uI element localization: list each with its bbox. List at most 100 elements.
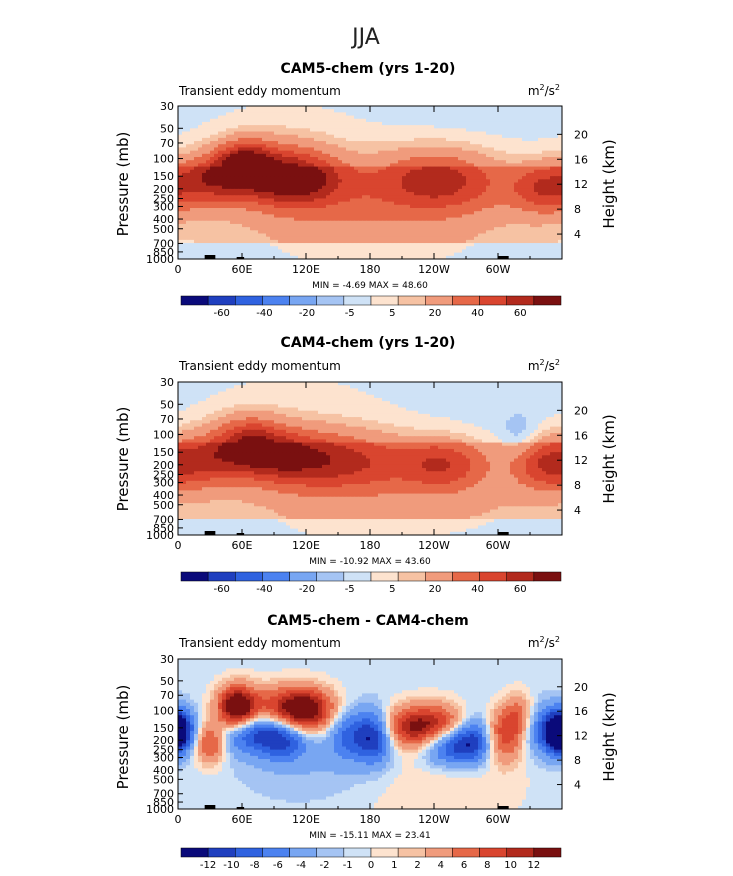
contour-cell: [262, 240, 266, 244]
contour-cell: [302, 214, 306, 218]
contour-cell: [374, 246, 378, 250]
contour-cell: [298, 116, 302, 120]
contour-cell: [486, 237, 490, 241]
contour-cell: [474, 138, 478, 142]
contour-cell: [182, 189, 186, 193]
contour-cell: [270, 240, 274, 244]
contour-cell: [506, 202, 510, 206]
contour-cell: [458, 132, 462, 136]
contour-cell: [406, 253, 410, 257]
contour-cell: [426, 195, 430, 199]
contour-cell: [298, 211, 302, 215]
contour-cell: [202, 227, 206, 231]
contour-cell: [442, 249, 446, 253]
contour-cell: [298, 183, 302, 187]
contour-cell: [430, 163, 434, 167]
contour-cell: [402, 189, 406, 193]
contour-cell: [382, 211, 386, 215]
contour-cell: [438, 243, 442, 247]
contour-cell: [366, 119, 370, 123]
contour-cell: [438, 246, 442, 250]
contour-cell: [294, 151, 298, 155]
contour-cell: [390, 179, 394, 183]
contour-cell: [342, 218, 346, 222]
contour-cell: [522, 132, 526, 136]
contour-cell: [530, 211, 534, 215]
contour-cell: [354, 138, 358, 142]
contour-cell: [226, 218, 230, 222]
contour-cell: [222, 195, 226, 199]
contour-cell: [330, 144, 334, 148]
contour-cell: [518, 382, 522, 386]
contour-cell: [182, 253, 186, 257]
contour-cell: [550, 144, 554, 148]
contour-cell: [526, 138, 530, 142]
contour-cell: [238, 192, 242, 196]
contour-cell: [202, 237, 206, 241]
contour-cell: [386, 112, 390, 116]
contour-cell: [378, 170, 382, 174]
contour-cell: [230, 141, 234, 145]
contour-cell: [322, 112, 326, 116]
contour-cell: [214, 119, 218, 123]
contour-cell: [430, 176, 434, 180]
contour-cell: [230, 151, 234, 155]
contour-cell: [430, 202, 434, 206]
contour-cell: [418, 122, 422, 126]
contour-cell: [490, 116, 494, 120]
contour-cell: [502, 176, 506, 180]
contour-cell: [302, 132, 306, 136]
contour-cell: [394, 202, 398, 206]
contour-cell: [458, 234, 462, 238]
contour-cell: [266, 186, 270, 190]
contour-cell: [246, 116, 250, 120]
contour-cell: [258, 189, 262, 193]
contour-cell: [338, 167, 342, 171]
contour-cell: [366, 138, 370, 142]
contour-cell: [262, 192, 266, 196]
contour-cell: [518, 246, 522, 250]
contour-cell: [510, 173, 514, 177]
contour-cell: [306, 170, 310, 174]
contour-cell: [474, 176, 478, 180]
contour-cell: [294, 173, 298, 177]
contour-cell: [494, 249, 498, 253]
contour-cell: [534, 205, 538, 209]
contour-cell: [554, 109, 558, 113]
contour-cell: [386, 170, 390, 174]
contour-cell: [254, 176, 258, 180]
contour-cell: [502, 109, 506, 113]
contour-cell: [394, 173, 398, 177]
contour-cell: [526, 214, 530, 218]
contour-cell: [502, 237, 506, 241]
contour-cell: [274, 230, 278, 234]
contour-cell: [350, 186, 354, 190]
contour-cell: [314, 109, 318, 113]
contour-cell: [238, 224, 242, 228]
contour-cell: [222, 106, 226, 110]
contour-cell: [326, 218, 330, 222]
contour-cell: [194, 227, 198, 231]
contour-cell: [254, 237, 258, 241]
contour-cell: [342, 119, 346, 123]
contour-cell: [266, 163, 270, 167]
contour-cell: [346, 234, 350, 238]
contour-cell: [218, 144, 222, 148]
contour-cell: [294, 170, 298, 174]
contour-cell: [262, 141, 266, 145]
contour-cell: [194, 382, 198, 386]
contour-cell: [510, 116, 514, 120]
contour-cell: [318, 230, 322, 234]
contour-cell: [382, 154, 386, 158]
contour-cell: [330, 205, 334, 209]
contour-cell: [190, 243, 194, 247]
contour-cell: [402, 208, 406, 212]
contour-cell: [222, 141, 226, 145]
contour-cell: [510, 109, 514, 113]
contour-cell: [202, 138, 206, 142]
contour-cell: [462, 198, 466, 202]
contour-cell: [254, 218, 258, 222]
contour-cell: [310, 138, 314, 142]
contour-cell: [186, 122, 190, 126]
contour-cell: [406, 218, 410, 222]
